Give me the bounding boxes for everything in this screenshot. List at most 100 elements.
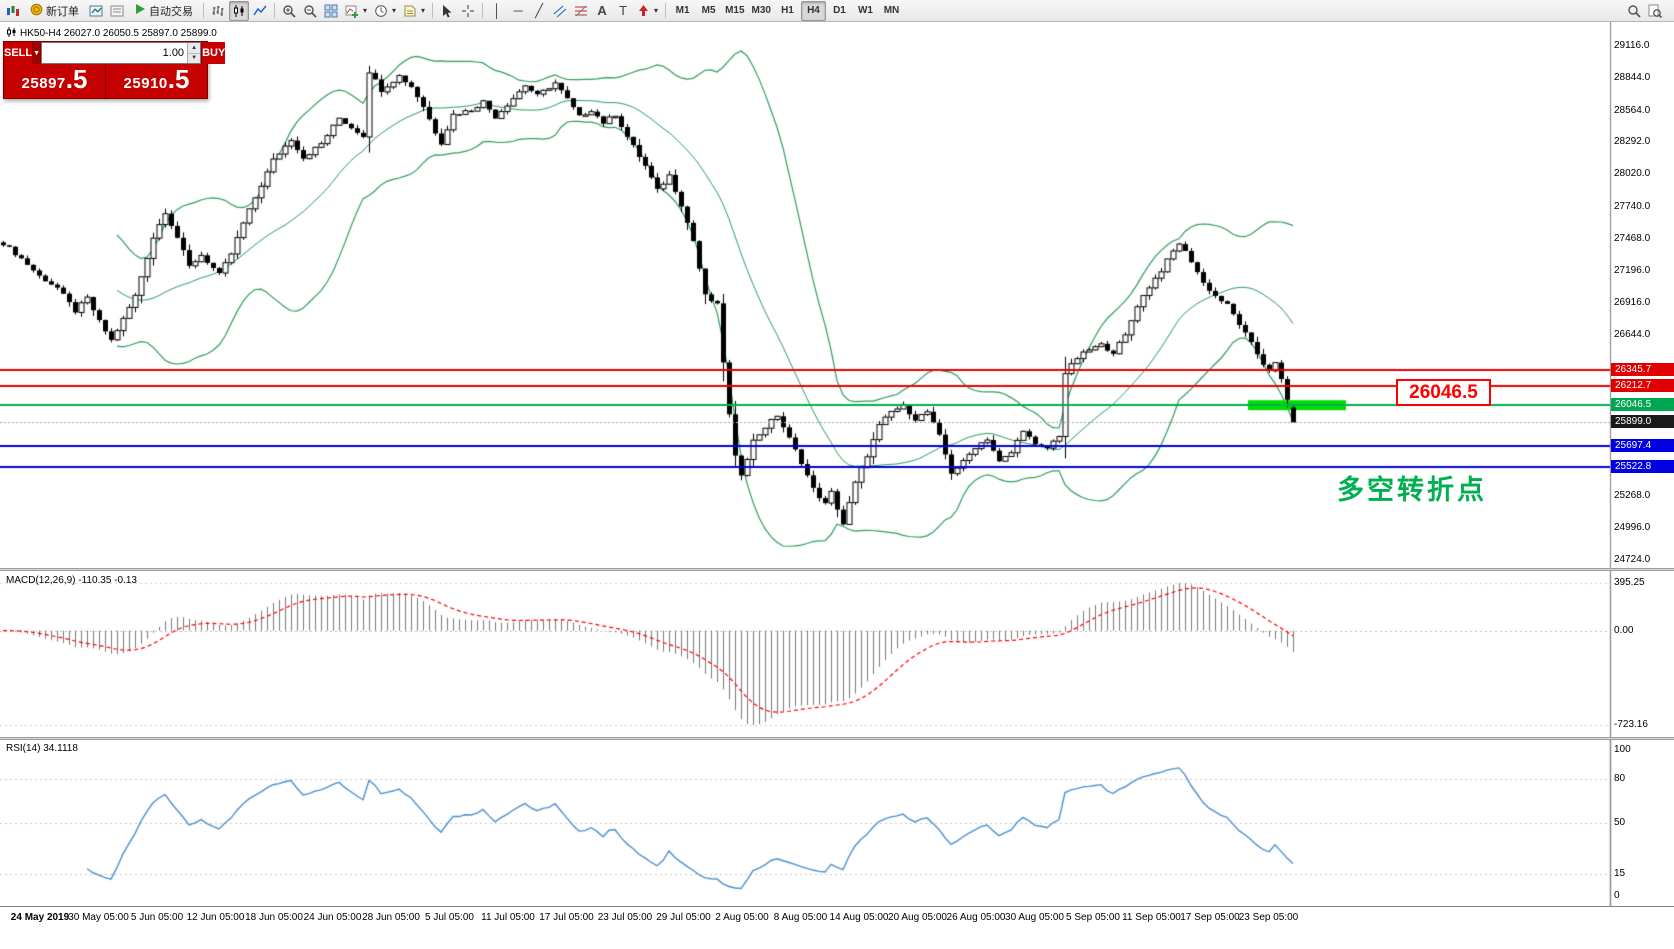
crosshair-tool-button[interactable] — [458, 1, 478, 21]
annotation-price-label[interactable]: 26046.5 — [1396, 379, 1491, 406]
time-axis-label: 24 Jun 05:00 — [303, 912, 362, 923]
timeframe-h4-button[interactable]: H4 — [800, 0, 826, 21]
time-axis-label: 14 Aug 05:00 — [829, 912, 889, 923]
timeframe-d1-button[interactable]: D1 — [833, 5, 846, 16]
rsi-label: RSI(14) 34.1118 — [6, 743, 78, 754]
chart-search-button[interactable] — [1645, 1, 1665, 21]
time-axis-label: 17 Sep 05:00 — [1180, 912, 1240, 923]
volume-down-button[interactable]: ▼ — [188, 53, 201, 63]
timeframe-group: M1 M5 M15 M30 H1 H4 D1 W1 MN — [670, 0, 904, 21]
periods-button[interactable]: ▾ — [371, 1, 399, 21]
label-tool-button[interactable]: T — [613, 1, 633, 21]
time-axis-label: 24 May 2019 — [10, 912, 70, 923]
time-axis-label: 30 Aug 05:00 — [1005, 912, 1064, 923]
shapes-tool-button[interactable]: ▾ — [634, 1, 661, 21]
fibonacci-tool-button[interactable] — [571, 1, 591, 21]
timeframe-h1-button[interactable]: H1 — [781, 5, 794, 16]
panel-separator[interactable] — [0, 737, 1674, 740]
main-chart-panel — [0, 22, 1674, 568]
candlestick-chart-type-button[interactable] — [229, 0, 249, 21]
buy-button[interactable]: BUY — [201, 42, 226, 64]
main-chart-canvas[interactable] — [0, 22, 1674, 568]
auto-trading-button[interactable]: 自动交易 — [128, 1, 199, 21]
search-button[interactable] — [1624, 1, 1644, 21]
line-chart-type-button[interactable] — [250, 1, 270, 21]
macd-canvas[interactable] — [0, 571, 1674, 737]
volume-stepper: ▲ ▼ — [187, 43, 201, 63]
sell-price[interactable]: 25897 .5 — [4, 64, 106, 98]
templates-button[interactable]: ▾ — [400, 1, 428, 21]
text-tool-button[interactable]: A — [592, 1, 612, 21]
price-axis-label: 26916.0 — [1614, 297, 1651, 309]
time-axis-label: 17 Jul 05:00 — [539, 912, 594, 923]
trendline-icon: ╱ — [535, 3, 543, 18]
volume-up-button[interactable]: ▲ — [188, 43, 201, 54]
vertical-line-icon: │ — [492, 3, 502, 18]
time-axis-label: 18 Jun 05:00 — [245, 912, 303, 923]
auto-trading-icon — [134, 3, 146, 18]
buy-price-main: 25910 — [123, 75, 168, 92]
vertical-line-tool-button[interactable]: │ — [487, 1, 507, 21]
text-icon: A — [597, 3, 607, 18]
toolbar: 新订单 自动交易 — [0, 0, 1674, 22]
price-level-badge: 26046.5 — [1611, 398, 1674, 412]
panel-separator[interactable] — [0, 568, 1674, 571]
price-axis-label: 27468.0 — [1614, 232, 1651, 244]
cursor-tool-button[interactable] — [437, 1, 457, 21]
order-type-dropdown[interactable]: ▼ — [33, 42, 42, 64]
timeframe-m30-button[interactable]: M30 — [751, 5, 771, 16]
horizontal-line-tool-button[interactable]: ─ — [508, 1, 528, 21]
bar-chart-type-button[interactable] — [208, 1, 228, 21]
timeframe-w1-button[interactable]: W1 — [857, 5, 873, 16]
time-axis[interactable]: 24 May 2019 30 May 05:00 5 Jun 05:00 12 Jun… — [0, 906, 1674, 928]
dropdown-caret: ▾ — [363, 6, 368, 15]
buy-price-frac: .5 — [167, 64, 190, 94]
time-axis-label: 29 Jul 05:00 — [656, 912, 711, 923]
time-axis-label: 5 Jun 05:00 — [130, 912, 184, 923]
timeframe-m1-button[interactable]: M1 — [675, 5, 690, 16]
rsi-axis-label: 50 — [1614, 817, 1626, 828]
dropdown-caret: ▾ — [421, 6, 426, 15]
symbol-icon — [6, 27, 16, 40]
trendline-tool-button[interactable]: ╱ — [529, 1, 549, 21]
time-axis-label: 11 Sep 05:00 — [1122, 912, 1181, 923]
price-axis-label: 29116.0 — [1614, 40, 1650, 51]
time-axis-label: 8 Aug 05:00 — [773, 912, 828, 923]
zoom-in-button[interactable] — [279, 1, 299, 21]
rsi-canvas[interactable] — [0, 740, 1674, 906]
new-order-button[interactable]: 新订单 — [24, 1, 85, 21]
dropdown-caret: ▾ — [654, 6, 659, 15]
buy-price[interactable]: 25910 .5 — [106, 64, 207, 98]
market-watch-button[interactable] — [86, 1, 106, 21]
sell-button[interactable]: SELL — [4, 42, 34, 64]
horizontal-line-icon: ─ — [513, 3, 523, 18]
price-axis-label: 28844.0 — [1614, 71, 1651, 83]
price-level-badge: 25522.8 — [1611, 459, 1674, 473]
rsi-axis-label: 100 — [1614, 744, 1631, 755]
volume-input[interactable] — [42, 43, 188, 63]
macd-panel — [0, 571, 1674, 737]
rsi-axis-label: 0 — [1614, 890, 1620, 901]
toolbar-separator — [274, 3, 275, 18]
annotation-turning-point[interactable]: 多空转折点 — [1337, 475, 1487, 505]
zoom-out-button[interactable] — [300, 1, 320, 21]
one-click-trading-panel: SELL ▼ ▲ ▼ BUY 25897 .5 25910 .5 — [3, 41, 226, 99]
app-icon — [3, 1, 23, 21]
terminal-button[interactable] — [107, 1, 127, 21]
price-axis-label: 28020.0 — [1614, 168, 1651, 180]
timeframe-mn-button[interactable]: MN — [883, 5, 900, 16]
macd-label: MACD(12,26,9) -110.35 -0.13 — [6, 575, 137, 586]
price-axis-label: 24996.0 — [1614, 522, 1651, 534]
timeframe-m15-button[interactable]: M15 — [725, 5, 745, 16]
indicators-button[interactable]: ▾ — [342, 1, 370, 21]
timeframe-m5-button[interactable]: M5 — [701, 5, 716, 16]
price-axis-label: 27196.0 — [1614, 264, 1651, 276]
rsi-panel — [0, 740, 1674, 906]
toolbar-separator — [203, 3, 204, 18]
channel-tool-button[interactable] — [550, 1, 570, 21]
tile-windows-button[interactable] — [321, 1, 341, 21]
price-level-badge: 26345.7 — [1611, 363, 1674, 377]
macd-axis-label: 0.00 — [1614, 624, 1634, 636]
new-order-icon — [30, 3, 43, 19]
